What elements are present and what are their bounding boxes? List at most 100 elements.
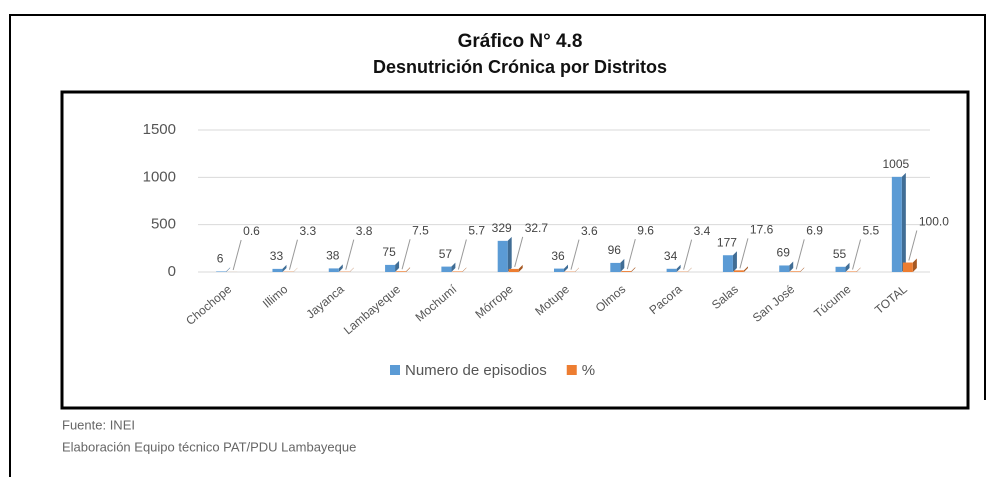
bar-side [845, 262, 850, 272]
bar-side [856, 267, 861, 272]
bar [835, 266, 846, 272]
data-label: 3.6 [581, 224, 598, 238]
bar [846, 271, 857, 272]
bar-side [575, 267, 579, 272]
data-label: 6.9 [806, 224, 823, 238]
data-label: 3.3 [299, 224, 316, 238]
leader-line [739, 238, 749, 269]
bar-side [800, 267, 805, 272]
leader-line [288, 239, 298, 270]
bar [610, 262, 621, 272]
data-label: 0.6 [243, 224, 260, 238]
plot-frame [60, 90, 970, 410]
data-label: 7.5 [412, 223, 429, 237]
x-tick-label: Jayanca [303, 282, 346, 322]
leader-line [345, 239, 355, 270]
bar [554, 268, 564, 272]
bar [779, 265, 790, 272]
bar [508, 268, 519, 272]
data-label: 3.8 [356, 224, 373, 238]
bar [891, 176, 902, 272]
bar-side [518, 264, 523, 272]
x-tick-label: Olmos [593, 282, 629, 315]
x-tick-label: Chochope [183, 282, 234, 328]
leader-line [908, 230, 918, 261]
bar-side [349, 267, 354, 272]
source-note: Fuente: INEI [62, 417, 135, 432]
bar [385, 264, 396, 272]
data-label: 36 [551, 249, 565, 263]
bar [328, 268, 339, 272]
legend-label: % [582, 362, 595, 379]
data-label: 177 [717, 235, 737, 249]
bar-side [789, 261, 794, 272]
data-label: 69 [777, 246, 791, 260]
leader-line [232, 239, 242, 271]
outer-frame [9, 14, 986, 477]
y-tick-label: 0 [168, 263, 176, 280]
bar [452, 271, 463, 272]
bar-side [687, 267, 692, 272]
data-label: 6 [217, 252, 224, 266]
leader-line [514, 236, 524, 268]
x-tick-label: Motupe [532, 282, 572, 319]
data-label: 32.7 [525, 221, 549, 235]
bar [497, 240, 508, 272]
chart-subtitle: Desnutrición Crónica por Distritos [373, 57, 667, 77]
data-label: 96 [608, 243, 622, 257]
data-label: 17.6 [750, 223, 774, 237]
bar-side [676, 264, 681, 272]
legend-swatch [390, 365, 400, 375]
y-tick-label: 1500 [143, 121, 176, 138]
x-tick-label: Pacora [646, 282, 684, 317]
bar [733, 270, 744, 272]
data-label: 3.4 [694, 224, 711, 238]
bar-side [912, 258, 917, 272]
data-label: 34 [664, 249, 678, 263]
x-tick-label: San José [750, 282, 798, 325]
x-tick-label: TOTAL [872, 282, 910, 317]
bar [902, 262, 913, 272]
data-label: 1005 [882, 157, 909, 171]
bar-side [338, 264, 343, 272]
x-tick-label: Mórrope [472, 282, 515, 322]
bar [621, 271, 632, 272]
data-label: 38 [326, 249, 340, 263]
leader-line [626, 238, 636, 270]
bar-side [451, 262, 456, 272]
bar-side [743, 266, 748, 272]
bar [790, 271, 801, 272]
data-label: 33 [270, 249, 284, 263]
bar-side [564, 264, 568, 272]
bar-side [620, 258, 625, 272]
bar [272, 268, 283, 272]
data-label: 100.0 [919, 215, 949, 229]
bar-side [901, 172, 906, 272]
bar-side [507, 236, 512, 272]
bar [666, 268, 677, 272]
leader-line [683, 239, 693, 270]
bar [396, 271, 407, 272]
bar-side [395, 260, 400, 272]
bar-side [462, 267, 467, 272]
credit-note: Elaboración Equipo técnico PAT/PDU Lamba… [62, 439, 356, 454]
legend-label: Numero de episodios [405, 362, 547, 379]
data-label: 57 [439, 247, 453, 261]
leader-line [852, 239, 862, 270]
x-tick-label: Lambayeque [341, 282, 403, 338]
data-label: 5.5 [863, 224, 880, 238]
data-label: 9.6 [637, 223, 654, 237]
bar-side [282, 264, 287, 272]
bar-side [226, 267, 231, 272]
bar-side [237, 267, 242, 272]
bar [216, 271, 227, 272]
bar-side [293, 267, 298, 272]
y-tick-label: 500 [151, 216, 176, 233]
chart-title: Gráfico N° 4.8 [458, 31, 583, 52]
bar-side [406, 267, 411, 272]
bar-side [631, 267, 636, 272]
leader-line [795, 239, 805, 270]
x-tick-label: Illimo [260, 282, 291, 311]
y-tick-label: 1000 [143, 168, 176, 185]
